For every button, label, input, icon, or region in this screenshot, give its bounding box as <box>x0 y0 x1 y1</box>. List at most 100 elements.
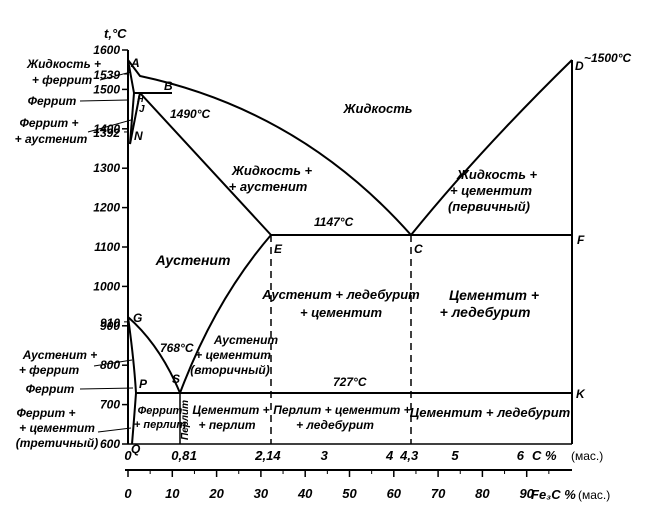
region-aust-cem-sec-2: + цементит <box>195 348 271 362</box>
gp-line <box>127 316 137 394</box>
temp-note-1490: 1490°С <box>170 107 210 121</box>
temperature-tick-label: 1000 <box>93 279 120 293</box>
label-austenite-ferrite-1: Аустенит + <box>22 348 98 362</box>
carbon-tick-label: 4 <box>385 448 394 463</box>
temperature-extra-label: 1392 <box>93 126 120 140</box>
point-F: F <box>577 233 585 247</box>
pointer-austenite-ferrite <box>93 359 133 367</box>
carbon-tick-label: 1 <box>190 448 197 463</box>
pointer-lines <box>79 71 134 433</box>
fe3c-axis-unit: Fe₃C % <box>531 487 576 502</box>
region-aust-ledeb-cem-2: + цементит <box>300 305 383 320</box>
carbon-axis-suffix: (мас.) <box>571 449 603 463</box>
point-G: G <box>133 311 142 325</box>
fe3c-tick-label: 10 <box>165 486 180 501</box>
region-ferrite-pearlite-1: Феррит <box>138 405 183 417</box>
region-liquid-austenite-2: + аустенит <box>229 179 308 194</box>
point-J: J <box>139 104 145 115</box>
temperature-tick-label: 600 <box>100 437 120 451</box>
solidus-ahje-line <box>127 59 272 236</box>
region-cem-pearlite-2: + перлит <box>199 418 256 432</box>
carbon-axis-ticks: 0 0,8 1 22,14 3 4 4,3 5 6 <box>124 448 524 463</box>
temperature-tick-label: 900 <box>100 319 120 333</box>
label-ferrite-cem-tert-1: Феррит + <box>16 406 75 420</box>
label-ferrite-low: Феррит <box>26 382 75 396</box>
fe3c-axis-ticks: 0 10 20 30 40 50 60 70 80 90 <box>124 470 550 501</box>
fe3c-tick-label: 80 <box>475 486 490 501</box>
carbon-axis-unit: С % <box>532 448 557 463</box>
point-P: P <box>139 377 148 391</box>
carbon-tick-label: 4,3 <box>399 448 419 463</box>
point-K: K <box>576 387 586 401</box>
region-ferrite-pearlite-2: + перлит <box>134 419 186 431</box>
carbon-tick-label: 6 <box>517 448 525 463</box>
fe3c-tick-label: 70 <box>431 486 446 501</box>
region-aust-cem-sec-1: Аустенит <box>213 333 278 347</box>
region-liquid-cementite-3: (первичный) <box>448 199 530 214</box>
region-pearlite-cem-ledeb-1: Перлит + цементит + <box>273 403 410 417</box>
carbon-tick-label: 5 <box>451 448 459 463</box>
temp-note-768: 768°С <box>160 341 194 355</box>
region-pearlite-cem-ledeb-2: + ледебурит <box>296 418 374 432</box>
temp-note-1500: ~1500°С <box>584 51 632 65</box>
region-cem-ledeb-bottom: Цементит + ледебурит <box>410 405 571 420</box>
point-H: H <box>137 94 144 104</box>
region-austenite: Аустенит <box>155 252 231 268</box>
temperature-ticks: 1600150014001300120011001000900800700600… <box>93 43 128 451</box>
region-aust-ledeb-cem-1: Аустенит + ледебурит <box>261 287 420 302</box>
temperature-extra-label: 910 <box>100 316 120 330</box>
point-B: B <box>164 79 173 93</box>
label-austenite-ferrite-2: + феррит <box>19 363 80 377</box>
temp-note-727: 727°С <box>333 375 367 389</box>
temperature-axis-title: t,°C <box>104 26 127 41</box>
label-ferrite-austenite-1: Феррит + <box>19 116 78 130</box>
temperature-tick-label: 800 <box>100 358 120 372</box>
region-cem-pearlite-1: Цементит + <box>192 403 269 417</box>
region-cem-ledeb-top-2: + ледебурит <box>440 304 531 320</box>
label-ferrite-top: Феррит <box>28 94 77 108</box>
temperature-tick-label: 1500 <box>93 82 120 96</box>
point-S: S <box>172 372 180 386</box>
pointer-ferrite-top <box>79 99 130 102</box>
region-liquid-cementite-2: + цементит <box>450 183 533 198</box>
region-liquid: Жидкость <box>342 101 412 116</box>
temp-note-1147: 1147°С <box>314 215 354 229</box>
phase-lines <box>127 59 573 445</box>
pointer-liquid-ferrite <box>99 71 132 81</box>
dashed-lines <box>270 235 412 444</box>
region-cem-ledeb-top-1: Цементит + <box>449 287 539 303</box>
fe3c-tick-label: 60 <box>387 486 402 501</box>
point-D: D <box>575 59 584 73</box>
carbon-tick-label: 0 <box>124 448 132 463</box>
label-ferrite-austenite-2: + аустенит <box>15 132 88 146</box>
carbon-tick-label: 3 <box>321 448 329 463</box>
fe3c-tick-label: 90 <box>519 486 534 501</box>
label-liquid-ferrite-1: Жидкость + <box>26 57 101 71</box>
point-Q: Q <box>131 442 141 456</box>
es-solvus-line <box>179 234 272 394</box>
region-liquid-austenite-1: Жидкость + <box>231 163 313 178</box>
fe3c-tick-label: 30 <box>254 486 269 501</box>
gs-line <box>127 316 181 394</box>
temperature-tick-label: 1600 <box>93 43 120 57</box>
pointer-ferrite-low <box>79 387 134 390</box>
carbon-tick-label: 2 <box>254 448 263 463</box>
point-E: E <box>274 242 283 256</box>
point-C: C <box>414 242 423 256</box>
fe3c-tick-label: 0 <box>124 486 132 501</box>
pointer-ferrite-cem <box>97 427 132 433</box>
region-liquid-cementite-1: Жидкость + <box>456 167 538 182</box>
jn-line <box>129 92 141 145</box>
temperature-tick-label: 1200 <box>93 201 120 215</box>
pq-line <box>131 392 137 445</box>
label-liquid-ferrite-2: + феррит <box>32 73 93 87</box>
point-A: A <box>130 56 140 70</box>
fe3c-tick-label: 20 <box>208 486 224 501</box>
temperature-extra-label: 1539 <box>93 68 120 82</box>
temperature-tick-label: 700 <box>100 398 120 412</box>
label-ferrite-cem-tert-2: + цементит <box>19 421 95 435</box>
liquidus-acd-line <box>127 59 573 237</box>
region-pearlite: Перлит <box>180 400 191 440</box>
temperature-tick-label: 1300 <box>93 161 120 175</box>
region-aust-cem-sec-3: (вторичный) <box>190 363 269 377</box>
